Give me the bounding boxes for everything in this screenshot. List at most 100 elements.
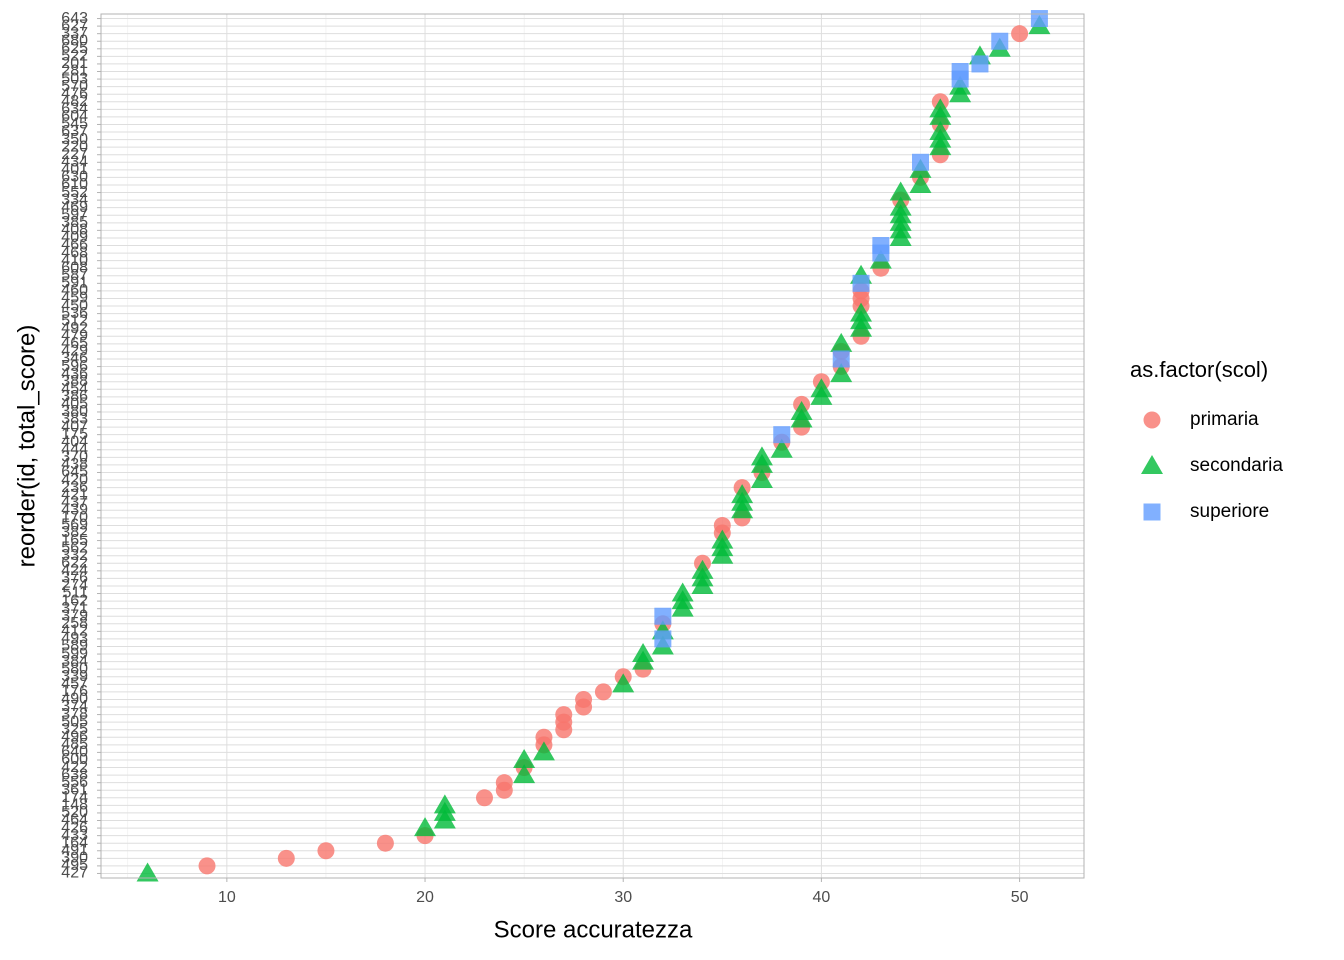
y-tick-label: 680 (61, 32, 88, 49)
point (632, 643, 655, 663)
y-tick-label: 350 (61, 131, 88, 148)
point (414, 817, 437, 837)
y-tick-label: 634 (61, 101, 88, 118)
point (575, 690, 593, 708)
y-tick-label: 622 (61, 554, 88, 571)
y-tick-label: 469 (61, 199, 88, 216)
point (731, 484, 754, 504)
y-tick-label: 346 (61, 350, 88, 367)
y-tick-label: 427 (61, 865, 88, 882)
y-tick-label: 627 (61, 17, 88, 34)
y-tick-label: 176 (61, 683, 88, 700)
y-tick-label: 404 (61, 433, 88, 450)
y-tick-label: 511 (62, 585, 88, 602)
y-tick-label: 495 (61, 857, 88, 874)
y-tick-label: 552 (61, 184, 88, 201)
y-tick-label: 174 (61, 789, 88, 806)
y-tick-label: 420 (61, 471, 88, 488)
point (136, 862, 159, 882)
point (654, 630, 672, 648)
y-tick-label: 434 (61, 154, 88, 171)
point (433, 794, 456, 814)
y-tick-label: 410 (61, 252, 88, 269)
y-tick-label: 332 (61, 547, 88, 564)
y-tick-label: 589 (61, 638, 88, 655)
y-tick-label: 479 (61, 328, 88, 345)
y-tick-label: 165 (61, 532, 88, 549)
point (971, 55, 989, 73)
y-tick-label: 421 (61, 486, 88, 503)
y-tick-label: 465 (61, 335, 88, 352)
y-tick-label: 164 (61, 834, 88, 851)
y-tick-label: 630 (61, 169, 88, 186)
y-tick-label: 638 (61, 766, 88, 783)
y-tick-label: 376 (61, 570, 88, 587)
y-tick-label: 429 (61, 343, 88, 360)
point (713, 516, 731, 534)
y-tick-label: 457 (61, 676, 88, 693)
x-tick-label: 30 (614, 889, 632, 906)
point (773, 426, 791, 444)
y-tick-label: 433 (61, 827, 88, 844)
point (991, 32, 1009, 50)
y-tick-label: 220 (61, 138, 88, 155)
point (513, 764, 536, 784)
panel-border (100, 13, 1085, 879)
y-tick-label: 482 (61, 93, 88, 110)
y-tick-label: 459 (61, 290, 88, 307)
y-tick-label: 608 (61, 259, 88, 276)
y-tick-label: 450 (61, 297, 88, 314)
y-tick-label: 493 (61, 630, 88, 647)
y-tick-label: 374 (61, 698, 88, 715)
y-tick-label: 491 (61, 842, 88, 859)
y-tick-label: 444 (61, 441, 88, 458)
point (830, 363, 853, 383)
point (889, 196, 912, 216)
y-tick-label: 405 (61, 396, 88, 413)
point (555, 706, 573, 724)
point (770, 438, 793, 458)
point (654, 607, 672, 625)
x-tick-label: 50 (1011, 889, 1029, 906)
y-tick-label: 227 (61, 146, 88, 163)
y-tick-label: 600 (61, 751, 88, 768)
y-tick-label: 412 (61, 623, 88, 640)
y-tick-label: 587 (61, 267, 88, 284)
point (1030, 10, 1048, 28)
y-tick-label: 408 (61, 222, 88, 239)
y-tick-label: 454 (61, 380, 88, 397)
y-tick-label: 334 (61, 191, 88, 208)
y-tick-label: 388 (61, 373, 88, 390)
point (535, 728, 553, 746)
y-tick-label: 591 (61, 275, 88, 292)
y-tick-label: 162 (61, 592, 88, 609)
y-tick-label: 460 (61, 282, 88, 299)
point (951, 62, 969, 80)
point (810, 378, 833, 398)
y-tick-label: 378 (61, 706, 88, 723)
y-tick-label: 562 (61, 539, 88, 556)
point (277, 849, 295, 867)
point (872, 237, 890, 255)
y-tick-label: 464 (61, 812, 88, 829)
y-tick-label: 643 (61, 10, 88, 27)
y-tick-label: 401 (61, 161, 88, 178)
y-tick-label: 536 (61, 305, 88, 322)
y-tick-label: 437 (61, 494, 88, 511)
point (830, 332, 853, 352)
y-tick-label: 386 (61, 388, 88, 405)
y-tick-label: 201 (61, 55, 88, 72)
y-tick-label: 236 (61, 479, 88, 496)
point (929, 121, 952, 141)
point (711, 529, 734, 549)
point (929, 98, 952, 118)
point (852, 274, 870, 292)
y-tick-label: 175 (61, 426, 88, 443)
y-tick-label: 468 (61, 244, 88, 261)
y-tick-label: 170 (61, 509, 88, 526)
y-tick-label: 439 (61, 502, 88, 519)
point (911, 153, 929, 171)
point (909, 173, 932, 193)
y-tick-label: 496 (61, 728, 88, 745)
